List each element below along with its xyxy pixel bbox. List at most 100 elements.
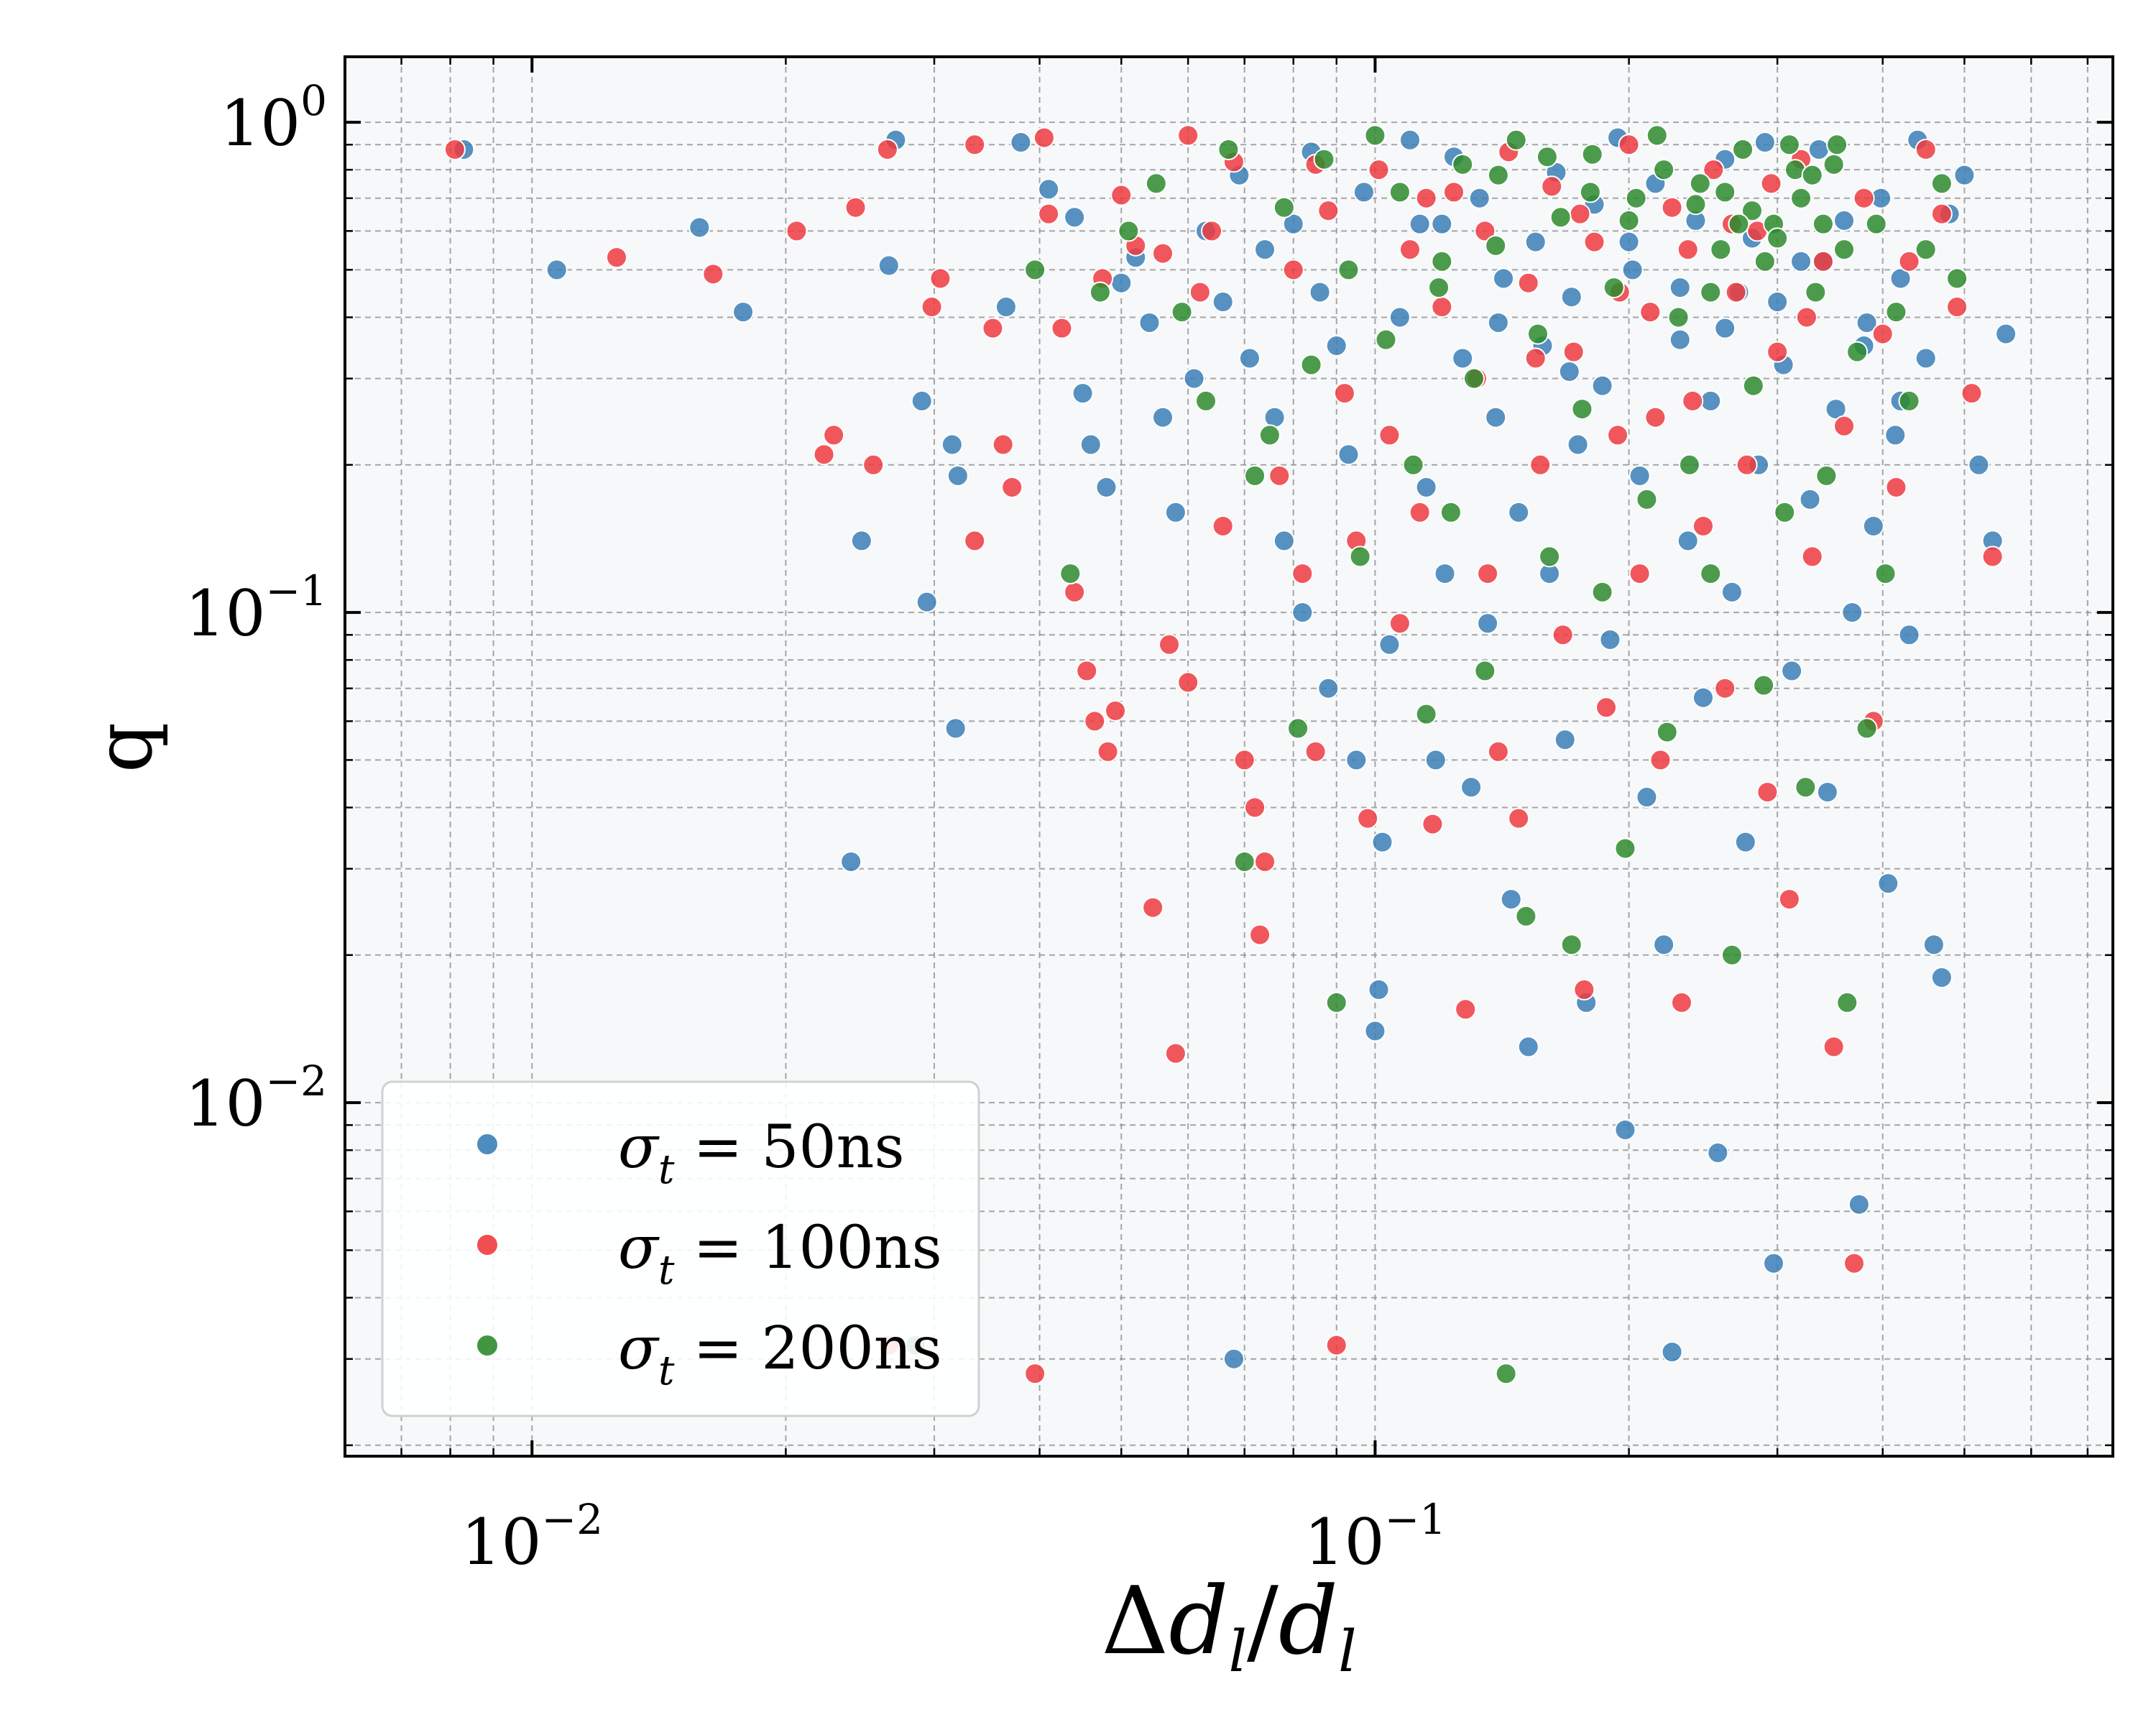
data-point xyxy=(1291,602,1314,624)
data-point xyxy=(1171,301,1193,323)
y-tick-label-base: 10 xyxy=(220,86,300,160)
data-point xyxy=(1799,488,1821,510)
data-point xyxy=(1871,323,1894,345)
data-point xyxy=(1038,178,1060,201)
data-point xyxy=(1599,628,1621,650)
data-point xyxy=(946,464,969,487)
x-axis-title-slash: / xyxy=(1247,1566,1279,1675)
data-point xyxy=(1364,1020,1386,1042)
data-point xyxy=(1536,146,1558,168)
data-point xyxy=(1734,831,1756,853)
data-point xyxy=(1189,281,1211,303)
data-point xyxy=(1720,944,1743,966)
data-point xyxy=(1325,335,1348,357)
data-point xyxy=(1238,347,1261,369)
data-point xyxy=(1922,934,1945,956)
data-point xyxy=(1778,134,1800,156)
data-point xyxy=(1898,624,1920,646)
data-point xyxy=(1337,259,1360,281)
data-point xyxy=(1364,124,1386,147)
data-point xyxy=(1795,776,1817,799)
data-point xyxy=(1422,813,1444,835)
legend-label: σt = 100ns xyxy=(618,1214,942,1294)
x-axis-title-sub2: l xyxy=(1338,1618,1357,1685)
data-point xyxy=(1434,563,1456,585)
data-point xyxy=(1877,873,1899,895)
data-point xyxy=(1378,633,1401,656)
data-point xyxy=(1862,515,1884,537)
y-tick-label-exp: −1 xyxy=(266,566,328,615)
data-point xyxy=(1460,776,1483,799)
data-point xyxy=(1670,991,1692,1013)
data-point xyxy=(1254,850,1276,873)
data-point xyxy=(1841,602,1864,624)
data-point xyxy=(1644,406,1667,428)
data-point xyxy=(823,424,845,446)
data-point xyxy=(1001,476,1023,498)
data-point xyxy=(1930,172,1953,195)
data-point xyxy=(941,433,963,456)
data-point xyxy=(995,296,1017,318)
data-point xyxy=(1158,633,1181,656)
data-point xyxy=(1567,433,1589,456)
data-point xyxy=(1628,563,1651,585)
data-point xyxy=(1249,924,1271,946)
data-point xyxy=(1579,181,1601,203)
data-point xyxy=(1569,203,1591,225)
data-point xyxy=(1885,476,1907,498)
data-point xyxy=(1823,1036,1845,1058)
data-point xyxy=(1273,530,1295,552)
data-point xyxy=(1244,464,1266,487)
data-point xyxy=(1754,250,1776,272)
data-point xyxy=(1201,220,1223,242)
data-point xyxy=(1439,501,1462,523)
data-point xyxy=(1431,296,1453,318)
data-point xyxy=(1388,612,1411,635)
data-point xyxy=(1541,175,1563,198)
data-point xyxy=(1732,138,1754,160)
legend-label: σt = 200ns xyxy=(618,1315,942,1394)
data-point xyxy=(1177,124,1199,147)
data-point xyxy=(1212,291,1234,313)
data-point xyxy=(1656,721,1678,743)
data-point xyxy=(1754,132,1776,154)
data-point xyxy=(1455,998,1477,1021)
legend-label-subscript: t xyxy=(658,1348,675,1394)
data-point xyxy=(862,454,885,476)
data-point xyxy=(1614,1118,1636,1141)
data-point xyxy=(1477,563,1499,585)
data-point xyxy=(876,138,898,160)
data-point xyxy=(1667,306,1690,328)
data-point xyxy=(1508,501,1530,523)
data-point xyxy=(1961,382,1983,405)
data-point xyxy=(1981,546,2004,568)
data-point xyxy=(1736,454,1758,476)
data-point xyxy=(1874,563,1897,585)
data-point xyxy=(1064,581,1086,603)
data-point xyxy=(1138,311,1161,334)
data-point xyxy=(1707,1141,1729,1164)
legend-box xyxy=(381,1080,980,1417)
data-point xyxy=(1692,515,1714,537)
data-point xyxy=(1388,306,1411,328)
x-tick-label: 10−2 xyxy=(461,1495,603,1579)
data-point xyxy=(1505,129,1527,151)
data-point xyxy=(1625,187,1647,209)
data-point xyxy=(1833,209,1856,231)
data-point xyxy=(1291,563,1314,585)
x-tick-label-exp: −1 xyxy=(1385,1495,1447,1544)
data-point xyxy=(1915,347,1937,369)
data-point xyxy=(1313,148,1335,170)
y-tick-label-base: 10 xyxy=(185,1067,266,1141)
data-point xyxy=(1884,424,1907,446)
data-point xyxy=(1661,1340,1683,1363)
data-point xyxy=(1212,515,1234,537)
data-point xyxy=(1756,781,1779,804)
data-point xyxy=(1823,153,1845,175)
data-point xyxy=(1493,267,1515,290)
data-point xyxy=(1915,239,1937,261)
data-point xyxy=(1110,272,1133,294)
data-point xyxy=(1815,464,1838,487)
data-point xyxy=(1333,382,1355,405)
data-point xyxy=(1485,234,1507,257)
